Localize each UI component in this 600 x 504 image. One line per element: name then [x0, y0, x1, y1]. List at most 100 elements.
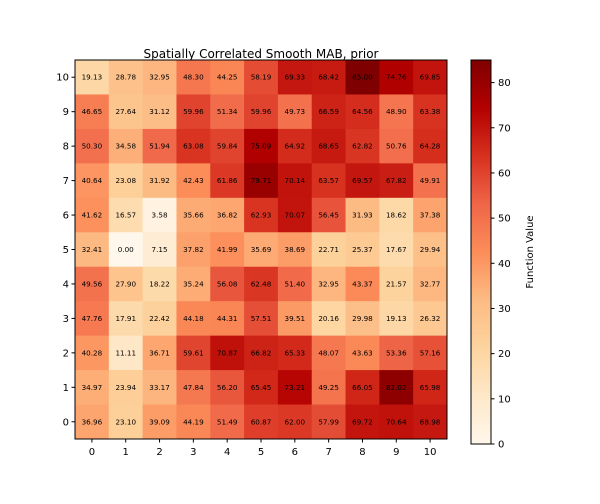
heatmap-cell [142, 163, 177, 199]
cell-value-label: 37.82 [183, 245, 204, 254]
cell-value-label: 70.64 [386, 417, 407, 426]
x-tick-label: 1 [123, 447, 129, 458]
heatmap-cell [311, 266, 347, 302]
cell-value-label: 28.78 [115, 73, 136, 82]
cell-value-label: 32.95 [149, 73, 170, 82]
cell-value-label: 35.24 [183, 279, 204, 288]
x-tick-label: 7 [325, 447, 331, 458]
cell-value-label: 70.14 [285, 176, 306, 185]
cell-value-label: 44.19 [183, 417, 204, 426]
heatmap-cell [379, 266, 414, 302]
cell-value-label: 62.48 [251, 279, 272, 288]
x-tick-label: 8 [359, 447, 365, 458]
heatmap-cell [379, 163, 414, 199]
cell-value-label: 32.77 [420, 279, 441, 288]
cell-value-label: 74.76 [386, 73, 407, 82]
cell-value-label: 64.28 [420, 142, 441, 151]
heatmap-cell [345, 370, 380, 406]
cell-value-label: 58.19 [251, 73, 272, 82]
heatmap-cell [244, 94, 279, 130]
heatmap-cell [108, 94, 144, 130]
cell-value-label: 34.58 [115, 142, 136, 151]
cell-value-label: 23.08 [115, 176, 136, 185]
heatmap-cell [277, 232, 313, 268]
cell-value-label: 17.91 [115, 314, 136, 323]
cell-value-label: 39.51 [285, 314, 306, 323]
colorbar-tick-label: 70 [498, 123, 511, 134]
cell-value-label: 61.86 [217, 176, 238, 185]
x-axis: 0 1 2 3 4 5 6 7 8 9 10 [89, 439, 437, 458]
heatmap-cell [176, 60, 211, 95]
cell-value-label: 17.67 [386, 245, 407, 254]
heatmap-cell-labels: 19.13 28.78 32.95 48.30 44.25 58.19 69.33 68.42… [82, 73, 441, 427]
heatmap-cell [142, 60, 177, 95]
heatmap-cell [244, 128, 279, 164]
cell-value-label: 44.18 [183, 314, 204, 323]
cell-value-label: 29.98 [352, 314, 373, 323]
cell-value-label: 62.00 [285, 417, 306, 426]
cell-value-label: 65.98 [420, 383, 441, 392]
heatmap-cell [142, 266, 177, 302]
cell-value-label: 64.92 [285, 142, 306, 151]
heatmap-cell [244, 301, 279, 337]
x-tick-label: 10 [424, 447, 437, 458]
cell-value-label: 47.76 [82, 314, 103, 323]
cell-value-label: 7.15 [152, 245, 168, 254]
y-tick-label: 7 [63, 176, 69, 187]
heatmap-cell [75, 335, 110, 371]
heatmap-cell [176, 197, 211, 233]
cell-value-label: 70.87 [217, 348, 238, 357]
heatmap-cell [311, 94, 347, 130]
heatmap-cell [210, 128, 245, 164]
cell-value-label: 18.62 [386, 211, 407, 220]
cell-value-label: 59.96 [183, 107, 204, 116]
cell-value-label: 35.69 [251, 245, 272, 254]
heatmap-cell [277, 335, 313, 371]
cell-value-label: 51.34 [217, 107, 238, 116]
heatmap-cell [75, 301, 110, 337]
cell-value-label: 35.66 [183, 211, 204, 220]
cell-value-label: 59.61 [183, 348, 204, 357]
cell-value-label: 44.25 [217, 73, 238, 82]
cell-value-label: 57.16 [420, 348, 441, 357]
heatmap-cell [379, 301, 414, 337]
heatmap-cell [244, 404, 279, 440]
heatmap-cell [176, 335, 211, 371]
heatmap-cell [277, 266, 313, 302]
heatmap-cell [75, 197, 110, 233]
cell-value-label: 56.45 [318, 211, 339, 220]
cell-value-label: 36.96 [82, 417, 103, 426]
cell-value-label: 60.87 [251, 417, 272, 426]
heatmap-cell [108, 60, 144, 95]
cell-value-label: 68.42 [318, 73, 339, 82]
heatmap-cell [142, 128, 177, 164]
heatmap-cell [345, 128, 380, 164]
heatmap-cell [311, 232, 347, 268]
heatmap-cell [244, 197, 279, 233]
heatmap-cell [379, 370, 414, 406]
cell-value-label: 22.42 [149, 314, 170, 323]
heatmap-cell [413, 128, 448, 164]
x-tick-label: 4 [224, 447, 230, 458]
heatmap-cell [413, 301, 448, 337]
heatmap-cell [210, 404, 245, 440]
heatmap-cell [108, 232, 144, 268]
cell-value-label: 51.49 [217, 417, 238, 426]
cell-value-label: 26.32 [420, 314, 441, 323]
heatmap-cell [75, 370, 110, 406]
heatmap-cell [75, 266, 110, 302]
cell-value-label: 32.41 [82, 245, 103, 254]
heatmap-cell [379, 94, 414, 130]
cell-value-label: 66.82 [251, 348, 272, 357]
cell-value-label: 33.17 [149, 383, 170, 392]
cell-value-label: 49.56 [82, 279, 103, 288]
x-tick-label: 9 [393, 447, 399, 458]
heatmap-cell [75, 60, 110, 95]
cell-value-label: 64.56 [352, 107, 373, 116]
cell-value-label: 36.71 [149, 348, 170, 357]
cell-value-label: 65.45 [251, 383, 272, 392]
cell-value-label: 0.00 [118, 245, 134, 254]
cell-value-label: 62.93 [251, 211, 272, 220]
